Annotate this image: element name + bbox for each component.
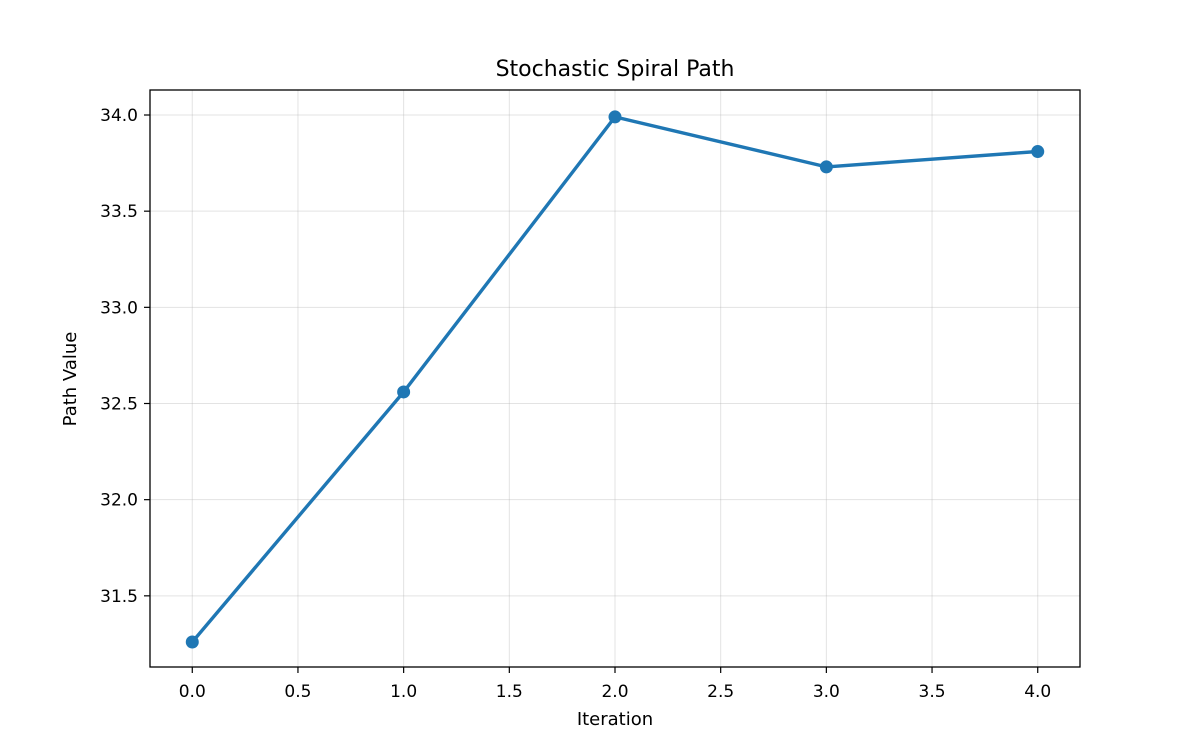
x-tick-label: 2.0 [601, 682, 628, 702]
x-tick-label: 4.0 [1024, 682, 1051, 702]
chart-title: Stochastic Spiral Path [496, 57, 735, 82]
y-tick-label: 32.0 [100, 491, 138, 511]
data-point [185, 635, 199, 649]
x-axis-label: Iteration [577, 709, 653, 730]
data-point [1031, 145, 1045, 159]
x-axis: 0.0 0.5 1.0 1.5 2.0 2.5 3.0 3.5 4.0 [179, 667, 1051, 702]
data-point [397, 385, 411, 399]
series-group [185, 110, 1045, 649]
x-tick-label: 2.5 [707, 682, 734, 702]
x-tick-label: 3.5 [919, 682, 946, 702]
grid [150, 90, 1080, 667]
y-axis-label: Path Value [60, 332, 81, 427]
data-point [608, 110, 622, 124]
x-tick-label: 1.0 [390, 682, 417, 702]
x-tick-label: 3.0 [813, 682, 840, 702]
y-tick-label: 31.5 [100, 587, 138, 607]
y-tick-label: 34.0 [100, 106, 138, 126]
plot-frame [149, 89, 1081, 668]
x-tick-label: 1.5 [496, 682, 523, 702]
data-point [819, 160, 833, 174]
y-tick-label: 33.0 [100, 298, 138, 318]
x-tick-label: 0.0 [179, 682, 206, 702]
y-axis: 31.5 32.0 32.5 33.0 33.5 34.0 [100, 106, 150, 607]
x-tick-label: 0.5 [284, 682, 311, 702]
y-tick-label: 33.5 [100, 202, 138, 222]
y-tick-label: 32.5 [100, 395, 138, 415]
